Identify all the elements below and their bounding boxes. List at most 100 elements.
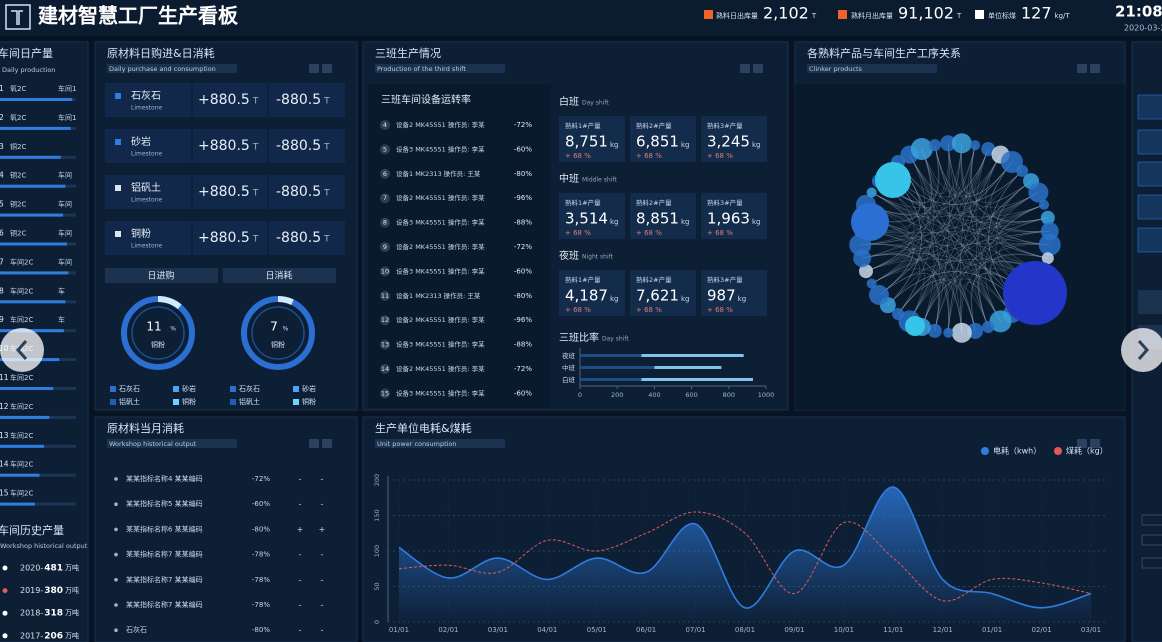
relation-line [947,143,1048,259]
relation-line [860,243,911,284]
legend-label: 铜粉 [302,397,316,406]
panel-button[interactable] [1090,64,1100,73]
side-item [1141,557,1162,569]
relation-line [871,192,1050,246]
panel-button[interactable] [740,64,750,73]
material-name: 砂岩 [131,135,151,148]
line [398,511,1092,602]
subtitle-bar [375,64,505,73]
tab[interactable] [105,268,218,283]
history-value: 206 [44,631,63,641]
row-name: 石灰石 [126,625,147,634]
carousel-arrow[interactable] [0,328,44,372]
relation-line [973,148,1001,196]
panel-button[interactable] [1077,64,1087,73]
relation-line [897,279,976,331]
relation-line [909,154,989,328]
relation-node [1038,233,1061,256]
row-badge [380,315,390,326]
panel-button[interactable] [753,64,763,73]
progress-bar [0,502,35,506]
relation-line [947,284,976,333]
card-unit: kg [681,141,690,149]
row-number: 4 [0,171,4,180]
row-flag: - [321,601,324,610]
relation-line [871,148,932,284]
relation-line [961,143,1048,222]
card-change: + 68 % [636,152,662,160]
donut-value: 7 [270,320,278,334]
relation-line [909,143,950,194]
material-out: -880.5 [276,92,321,108]
equipment-name: 设备3 MK45551 操作员: 李某 [396,266,485,275]
history-year: 2018- [20,609,43,618]
panel-button[interactable] [309,439,319,448]
row-name: 车间2C [10,460,33,469]
row-rate: -78% [252,601,270,609]
relation-line [999,192,1050,233]
row-rate: -60% [252,500,270,508]
row-note: 车间 [58,171,72,180]
card-change: + 68 % [636,229,662,237]
panel-button[interactable] [1077,439,1087,448]
panel-button[interactable] [322,439,332,448]
panel-inner [368,84,551,408]
row-dot [114,628,118,632]
row-badge [380,364,390,374]
panel-title: 生产单位电耗&煤耗 [375,421,472,435]
material-unit: T [323,143,330,153]
row-rate: -80% [252,525,270,533]
row-number: 3 [0,142,4,151]
row-flag: - [299,626,302,635]
row-flag: - [321,550,324,559]
donut-arc [277,296,294,306]
card-label: 熟料2#产量 [636,121,672,130]
equipment-name: 设备2 MK45551 操作员: 李某 [396,364,485,373]
relation-line [989,161,1048,223]
legend-dot [981,447,989,455]
row-number: 8 [383,219,387,227]
bar [580,354,744,357]
row-flag: - [299,550,302,559]
stat-icon [975,10,984,19]
side-button[interactable] [1138,290,1162,314]
row-name: 车间2C [10,402,33,411]
relation-line [970,145,1032,204]
row-number: 2 [0,113,4,122]
tab[interactable] [223,268,336,283]
x-tick-label: 01/01 [982,626,1002,634]
carousel-arrow[interactable] [1121,328,1162,372]
relation-line [860,145,976,246]
panel-button[interactable] [322,64,332,73]
row-badge [380,388,390,399]
subtitle-bar [107,64,237,73]
panel-title: 各熟料产品与车间生产工序关系 [807,46,961,60]
relation-line [909,154,963,333]
row-note: 车间 [58,200,72,209]
panel-title: 原材料日购进&日消耗 [107,46,215,60]
panel-title: 车间历史产量 [0,523,64,537]
equipment-rate: -80% [514,292,532,300]
panel-button[interactable] [309,64,319,73]
panel-button[interactable] [1090,439,1100,448]
header-bar [0,0,1162,36]
row-flag: - [299,601,302,610]
y-tick-label: 150 [373,509,381,521]
relation-line [1001,230,1050,259]
row-name: 某某指标名称7 某某编码 [126,550,203,559]
history-unit: 万吨 [65,608,79,617]
card-unit: kg [752,141,761,149]
bar [580,366,655,369]
relation-line [865,154,1001,215]
x-tick-label: 1000 [758,391,775,399]
relation-node [866,187,877,198]
card-change: + 68 % [707,152,733,160]
material-unit: T [252,235,259,245]
row-name: 车间2C [10,373,33,382]
panel-title: 三班生产情况 [375,46,441,60]
row-flag: - [321,626,324,635]
row-rate: -78% [252,551,270,559]
x-tick-label: 400 [648,391,660,399]
row-name: 氧2C [10,84,26,93]
row-name: 氧2C [10,113,26,122]
